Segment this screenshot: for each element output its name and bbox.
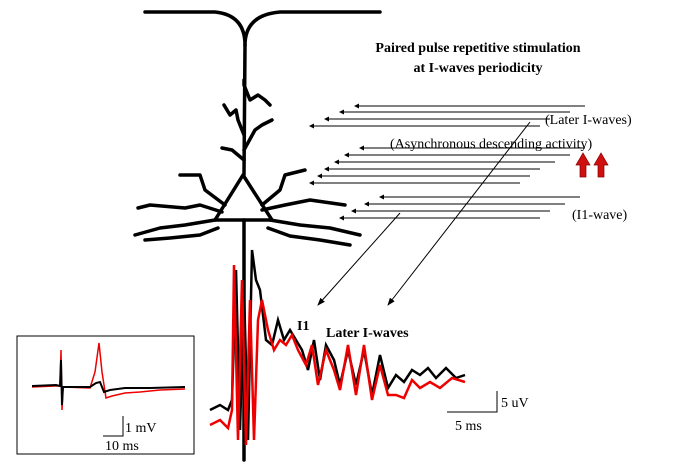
label: (Asynchronous descending activity) [390, 137, 593, 152]
inset [16, 335, 195, 455]
scale-label: 1 mV [125, 421, 157, 436]
stimulation-arrows [309, 103, 609, 306]
title-line: at I-waves periodicity [413, 61, 542, 76]
scale-bar [447, 391, 498, 413]
label: Later I-waves [326, 326, 409, 341]
label: (I1-wave) [572, 208, 628, 223]
traces [209, 249, 466, 446]
neuron [133, 10, 382, 462]
title-line: Paired pulse repetitive stimulation [375, 41, 580, 56]
label: (Later I-waves) [545, 113, 632, 128]
scale-label: 5 uV [501, 396, 529, 411]
scale-label: 5 ms [455, 419, 482, 434]
label: I1 [297, 319, 309, 334]
scale-label: 10 ms [105, 439, 139, 454]
